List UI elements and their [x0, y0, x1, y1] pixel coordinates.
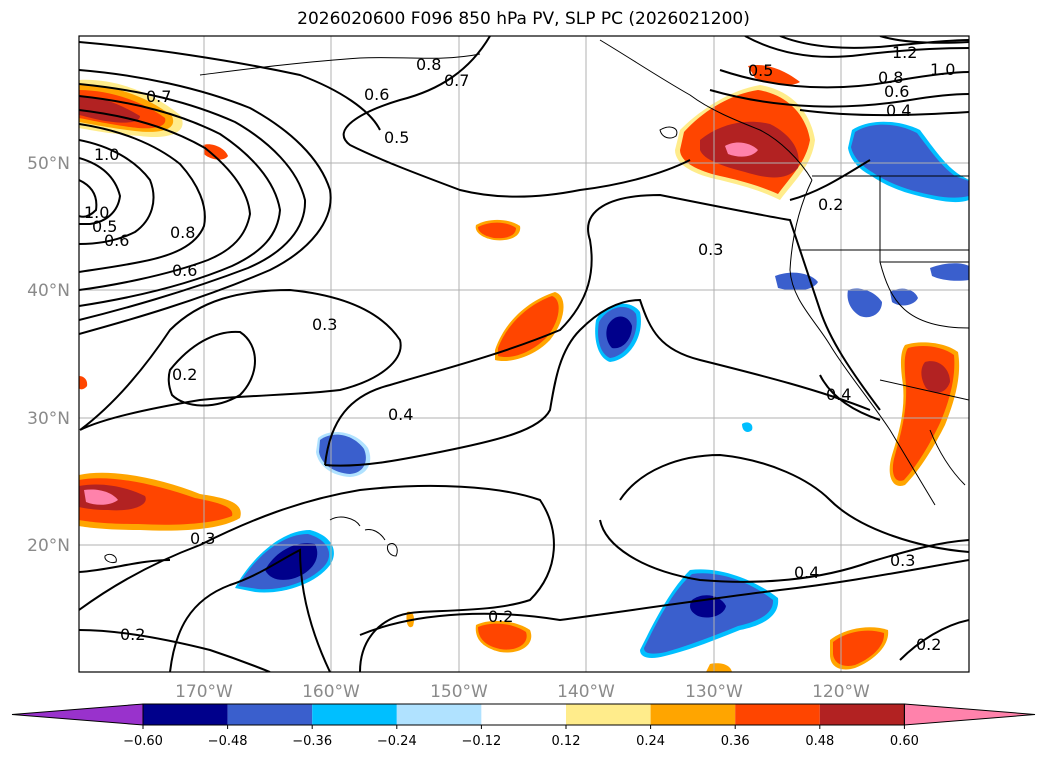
lon-label: 120°W — [812, 682, 870, 702]
lat-label: 20°N — [27, 536, 70, 556]
pv-shading — [79, 64, 969, 672]
colorbar-segment — [312, 704, 397, 725]
graticule — [79, 36, 969, 672]
lat-label: 40°N — [27, 281, 70, 301]
latitude-axis: 50°N 40°N 30°N 20°N — [27, 154, 70, 556]
map-area: 1.2 1.0 0.8 0.6 0.4 0.5 0.7 0.8 0.6 0.7 … — [79, 36, 969, 672]
contour-label: 1.0 — [94, 145, 119, 164]
colorbar-extend-min — [11, 703, 144, 726]
contour-label: 0.5 — [92, 217, 117, 236]
lon-label: 150°W — [430, 682, 488, 702]
contour-label: 0.6 — [104, 231, 129, 250]
contour-label: 0.4 — [826, 385, 851, 404]
contour-label: 0.8 — [416, 55, 441, 74]
lat-label: 50°N — [27, 154, 70, 174]
longitude-axis: 170°W 160°W 150°W 140°W 130°W 120°W — [175, 682, 870, 702]
contour-label: 0.3 — [312, 315, 337, 334]
contour-label: 0.2 — [916, 635, 941, 654]
colorbar-segment — [735, 704, 820, 725]
colorbar-tick-label: 0.48 — [805, 734, 834, 749]
contour-label: 0.2 — [120, 625, 145, 644]
contour-label: 0.2 — [488, 607, 513, 626]
colorbar: −0.60 −0.48 −0.36 −0.24 −0.12 0.12 0.24 0.36 0.4… — [11, 703, 1036, 749]
coastlines — [104, 39, 969, 563]
contour-label: 0.7 — [444, 71, 469, 90]
colorbar-tick-label: −0.24 — [377, 734, 417, 749]
contour-label: 1.0 — [930, 60, 955, 79]
lon-label: 130°W — [685, 682, 743, 702]
colorbar-segment — [481, 704, 566, 725]
contour-label: 0.4 — [886, 101, 911, 120]
colorbar-segment — [143, 704, 228, 725]
colorbar-segments — [11, 703, 1036, 726]
colorbar-segment — [819, 704, 905, 725]
contour-label: 0.3 — [698, 240, 723, 259]
figure-title: 2026020600 F096 850 hPa PV, SLP PC (2026… — [297, 9, 750, 29]
lon-label: 170°W — [175, 682, 233, 702]
colorbar-tick-label: 0.36 — [721, 734, 750, 749]
colorbar-tick-label: −0.36 — [292, 734, 332, 749]
contour-label: 0.8 — [170, 223, 195, 242]
slp-contours — [79, 36, 969, 672]
colorbar-segment — [566, 704, 651, 725]
map-frame — [78, 35, 970, 673]
contour-label: 0.3 — [890, 551, 915, 570]
lon-label: 160°W — [302, 682, 360, 702]
contour-label: 0.2 — [172, 365, 197, 384]
contour-label: 0.4 — [388, 405, 413, 424]
colorbar-segment — [650, 704, 736, 725]
colorbar-segment — [396, 704, 482, 725]
colorbar-tick-label: 0.24 — [636, 734, 665, 749]
colorbar-tick-label: 0.60 — [890, 734, 919, 749]
colorbar-tick-label: −0.60 — [123, 734, 163, 749]
contour-label: 0.5 — [384, 128, 409, 147]
contour-label: 0.4 — [794, 563, 819, 582]
contour-label: 0.6 — [172, 261, 197, 280]
colorbar-frame — [142, 703, 905, 726]
contour-label: 0.2 — [818, 195, 843, 214]
colorbar-extend-max — [903, 703, 1036, 726]
contour-label: 0.6 — [884, 82, 909, 101]
lat-label: 30°N — [27, 409, 70, 429]
contour-label-group: 1.2 1.0 0.8 0.6 0.4 0.5 0.7 0.8 0.6 0.7 … — [84, 43, 955, 654]
colorbar-ticks: −0.60 −0.48 −0.36 −0.24 −0.12 0.12 0.24 0.36 0.4… — [123, 725, 919, 749]
colorbar-segment — [227, 704, 313, 725]
lon-label: 140°W — [557, 682, 615, 702]
colorbar-tick-label: −0.12 — [461, 734, 501, 749]
contour-label: 1.2 — [892, 43, 917, 62]
contour-label: 1.0 — [84, 203, 109, 222]
contour-label: 0.6 — [364, 85, 389, 104]
contour-label: 0.7 — [146, 87, 171, 106]
colorbar-tick-label: −0.48 — [208, 734, 248, 749]
colorbar-tick-label: 0.12 — [552, 734, 581, 749]
contour-label: 0.8 — [878, 68, 903, 87]
contour-label: 0.5 — [748, 61, 773, 80]
contour-label: 0.3 — [190, 529, 215, 548]
